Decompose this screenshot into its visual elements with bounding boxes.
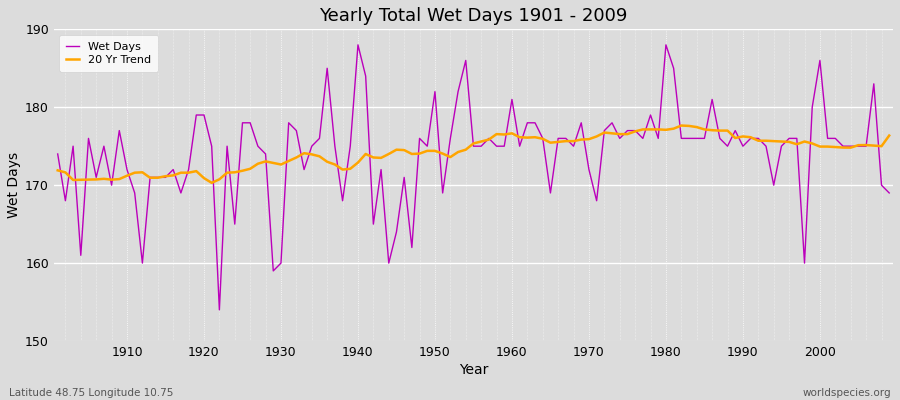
Wet Days (291, 128, 302, 133)
Text: worldspecies.org: worldspecies.org (803, 388, 891, 398)
20 Yr Trend (206, 180, 217, 185)
20 Yr Trend (52, 168, 63, 173)
Wet Days (522, 120, 533, 125)
Wet Days (52, 152, 63, 156)
Wet Days (514, 144, 525, 148)
Text: Latitude 48.75 Longitude 10.75: Latitude 48.75 Longitude 10.75 (9, 388, 174, 398)
Wet Days (353, 42, 364, 47)
20 Yr Trend (676, 123, 687, 128)
20 Yr Trend (114, 177, 125, 182)
20 Yr Trend (884, 133, 895, 138)
Line: 20 Yr Trend: 20 Yr Trend (58, 126, 889, 183)
20 Yr Trend (507, 131, 517, 136)
X-axis label: Year: Year (459, 363, 488, 377)
Wet Days (114, 128, 125, 133)
20 Yr Trend (607, 131, 617, 136)
Title: Yearly Total Wet Days 1901 - 2009: Yearly Total Wet Days 1901 - 2009 (320, 7, 627, 25)
20 Yr Trend (338, 167, 348, 172)
Wet Days (214, 308, 225, 312)
20 Yr Trend (514, 135, 525, 140)
Y-axis label: Wet Days: Wet Days (7, 152, 21, 218)
Wet Days (884, 190, 895, 195)
Wet Days (338, 198, 348, 203)
Line: Wet Days: Wet Days (58, 45, 889, 310)
20 Yr Trend (291, 155, 302, 160)
Wet Days (615, 136, 626, 141)
Legend: Wet Days, 20 Yr Trend: Wet Days, 20 Yr Trend (59, 35, 158, 72)
